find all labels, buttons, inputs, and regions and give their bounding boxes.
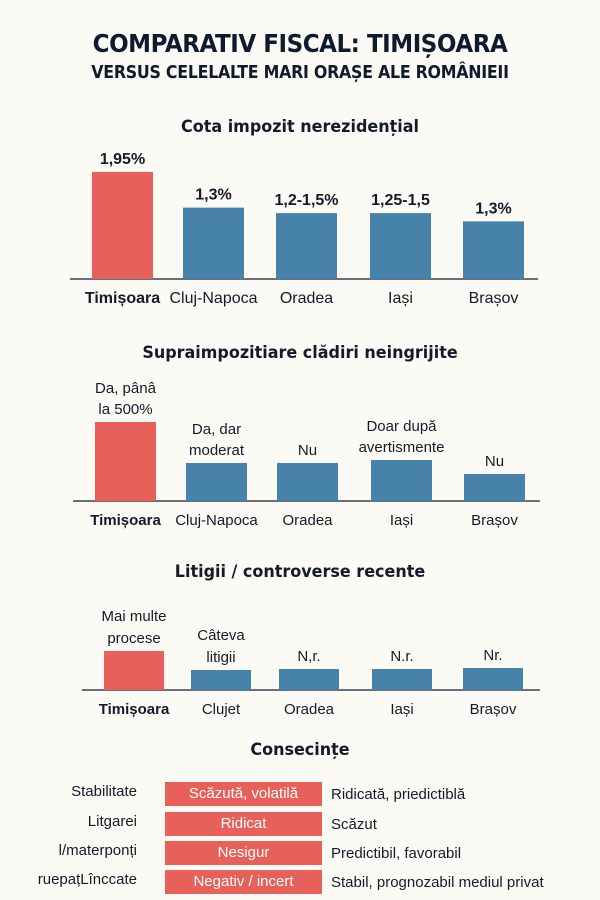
data-label: 1,2-1,5% [274, 192, 338, 209]
bar-cluj-napoca [183, 207, 244, 279]
chart-3-title: Litigii / controverse recente [174, 562, 426, 582]
consequence-others: Stabil, prognozabil mediul privat [331, 874, 544, 891]
category-label: Timișoara [90, 512, 161, 529]
bar-oradea [277, 463, 338, 501]
consequence-row: ruepațLînccate Negativ / incert Stabil, … [0, 870, 600, 896]
bar-timișoara [92, 171, 153, 279]
consequence-timisoara: Nesigur [165, 841, 322, 865]
category-label: Iași [388, 290, 413, 307]
data-label: Doar după [366, 418, 437, 435]
data-label: N.r. [390, 648, 413, 665]
data-label: Mai multe [101, 608, 166, 625]
bar-iași [370, 213, 431, 279]
category-label: Brașov [471, 512, 518, 529]
chart-1-title: Cota impozit nerezidențial [181, 117, 419, 137]
data-label: Nu [298, 442, 317, 459]
data-label: 1,25-1,5 [371, 192, 430, 209]
bar-oradea [279, 669, 339, 690]
bar-brașov [463, 221, 524, 279]
consequence-label: ruepațLînccate [37, 871, 137, 888]
chart-tax-rate: 1,95% Timișoara 1,3% Cluj-Napoca 1,2-1,5% Ora… [70, 151, 538, 307]
category-label: Cluj-Napoca [175, 512, 258, 529]
consequence-label: Litgarei [87, 813, 137, 830]
consequence-others: Scăzut [331, 816, 377, 833]
category-label: Oradea [280, 290, 333, 307]
data-label: la 500% [98, 401, 152, 418]
data-label: 1,95% [100, 151, 145, 168]
consequence-row: Litgarei Ridicat Scăzut [0, 812, 600, 838]
bar-brașov [464, 474, 525, 501]
data-label: 1,3% [195, 187, 231, 204]
data-label: Câteva [197, 627, 245, 644]
bar-oradea [276, 213, 337, 279]
category-label: Iași [390, 701, 413, 718]
bar-iași [372, 669, 432, 690]
data-label: N,r. [297, 648, 320, 665]
category-label: Timișoara [85, 290, 160, 307]
consequences-title: Consecințe [250, 740, 350, 760]
category-label: Brașov [470, 701, 517, 718]
consequence-timisoara: Scăzută, volatilă [165, 782, 322, 806]
consequence-row: l/materponți Nesigur Predictibil, favora… [0, 841, 600, 867]
consequence-timisoara: Negativ / incert [165, 870, 322, 894]
data-label: Da, dar [192, 421, 241, 438]
category-label: Oradea [282, 512, 333, 529]
category-label: Brașov [469, 290, 519, 307]
category-label: Timișoara [99, 701, 170, 718]
chart-surtax-neglected: Da, pânâ la 500% Timișoara Da, dar moderat Cl… [73, 380, 540, 529]
consequence-timisoara: Ridicat [165, 812, 322, 836]
bar-timișoara [95, 422, 156, 501]
category-label: Clujet [202, 701, 241, 718]
consequence-others: Ridicată, priedictiblă [331, 786, 466, 803]
bar-iași [371, 460, 432, 501]
data-label: 1,3% [475, 200, 511, 217]
bar-brașov [463, 668, 523, 690]
data-label: litigii [206, 649, 235, 666]
consequence-label: l/materponți [58, 842, 137, 859]
bar-timișoara [104, 651, 164, 690]
consequence-others: Predictibil, favorabil [331, 845, 462, 862]
data-label: Da, pânâ [95, 380, 157, 397]
chart-2-title: Supraimpozitiare clădiri neingrijite [142, 343, 458, 363]
data-label: procese [107, 630, 160, 647]
consequence-row: Stabilitate Scăzută, volatilă Ridicată, … [0, 782, 600, 808]
page-subtitle: VERSUS CELELALTE MARI ORAȘE ALE ROMÂNIEI… [91, 62, 509, 83]
data-label: Nr. [483, 647, 502, 664]
category-label: Oradea [284, 701, 335, 718]
consequence-label: Stabilitate [71, 783, 137, 800]
data-label: avertismente [359, 439, 445, 456]
data-label: moderat [189, 442, 245, 459]
bar-clujet [191, 670, 251, 690]
bar-cluj-napoca [186, 463, 247, 501]
category-label: Cluj-Napoca [169, 290, 257, 307]
category-label: Iași [390, 512, 413, 529]
chart-litigation: Mai multe procese Timișoara Câteva litigii Cl… [82, 608, 540, 718]
data-label: Nu [485, 453, 504, 470]
page-title: COMPARATIV FISCAL: TIMIȘOARA [92, 29, 508, 58]
